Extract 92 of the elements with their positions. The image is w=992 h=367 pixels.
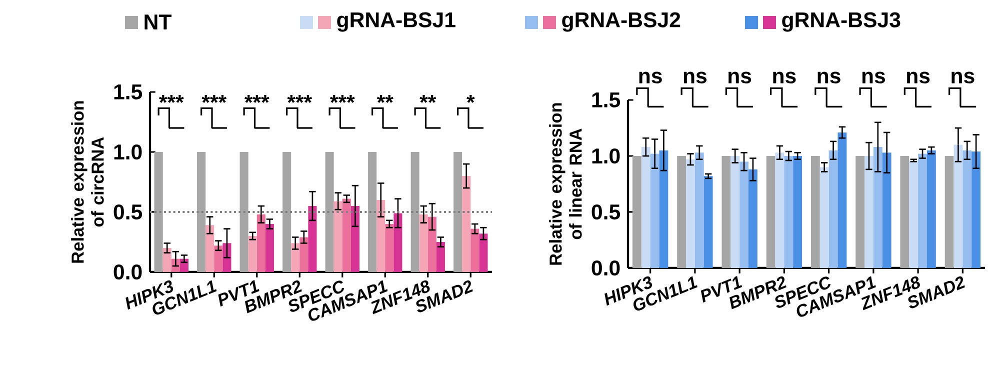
bar xyxy=(376,200,386,272)
text: ns xyxy=(728,72,752,84)
bar xyxy=(454,152,462,272)
bar xyxy=(740,162,748,268)
bar xyxy=(926,150,936,268)
annotation: *** xyxy=(158,94,184,103)
bar xyxy=(385,224,394,272)
y-tick-label: 0.5 xyxy=(592,204,620,220)
bar xyxy=(766,156,776,268)
bar xyxy=(394,213,402,272)
bar xyxy=(972,152,981,268)
bar xyxy=(659,150,668,268)
bar xyxy=(291,243,300,272)
bar xyxy=(325,152,334,272)
bar xyxy=(704,176,713,268)
bar xyxy=(214,246,223,272)
text: ns xyxy=(684,72,706,84)
bar xyxy=(820,167,829,268)
annotation: ** xyxy=(420,94,436,103)
bar xyxy=(793,156,802,268)
bar xyxy=(470,228,480,272)
bar xyxy=(256,214,266,272)
bar xyxy=(162,248,172,272)
bar xyxy=(775,152,784,268)
legend-label: gRNA-BSJ2 xyxy=(562,12,680,32)
bar xyxy=(632,156,642,268)
bar xyxy=(641,147,650,268)
legend-label: NT xyxy=(144,14,172,30)
bar xyxy=(962,150,972,268)
bar xyxy=(944,156,954,268)
annotation: *** xyxy=(330,94,355,103)
bar xyxy=(784,156,794,268)
text: ns xyxy=(862,72,885,84)
bar xyxy=(856,156,865,268)
bar xyxy=(222,243,232,272)
y-tick-label: 0.5 xyxy=(114,204,142,220)
annotation: *** xyxy=(244,94,270,103)
bar xyxy=(810,156,820,268)
bar xyxy=(873,147,882,268)
text: ns xyxy=(818,72,840,84)
text: ns xyxy=(639,72,662,84)
bar xyxy=(954,144,963,268)
bar xyxy=(909,160,918,268)
bar xyxy=(748,169,758,268)
text: ns xyxy=(907,72,930,84)
bar xyxy=(900,156,910,268)
bar xyxy=(240,152,248,272)
y-axis-title: Relative expression of circRNA xyxy=(71,101,104,263)
y-tick-label: 1.0 xyxy=(592,148,620,164)
annotation: * xyxy=(466,94,475,103)
bar xyxy=(428,216,436,272)
bar xyxy=(838,132,847,268)
bar xyxy=(479,234,488,272)
y-tick-label: 1.5 xyxy=(592,92,620,108)
annotation: *** xyxy=(202,94,227,103)
bar xyxy=(677,156,686,268)
bar xyxy=(722,156,731,268)
bar xyxy=(828,150,838,268)
y-tick-label: 0.0 xyxy=(114,264,142,280)
bar xyxy=(419,214,428,272)
y-tick-label: 0.0 xyxy=(592,260,620,276)
annotation: *** xyxy=(287,94,312,103)
bar xyxy=(300,237,308,272)
bar xyxy=(410,152,420,272)
bar xyxy=(730,156,740,268)
y-tick-label: 1.5 xyxy=(114,84,142,100)
bar xyxy=(206,225,214,272)
text: ns xyxy=(773,72,796,84)
bar xyxy=(650,154,660,268)
annotation: ** xyxy=(376,94,394,103)
bar xyxy=(882,152,892,268)
bar xyxy=(864,156,874,268)
y-tick-label: 1.0 xyxy=(114,144,142,160)
bar xyxy=(350,206,360,272)
bar xyxy=(462,176,471,272)
text: ns xyxy=(952,72,974,84)
bar xyxy=(154,152,163,272)
bar xyxy=(308,206,317,272)
bar xyxy=(436,242,445,272)
legend-label: gRNA-BSJ1 xyxy=(337,12,456,32)
bar xyxy=(282,152,292,272)
bar xyxy=(342,198,351,272)
bar xyxy=(334,201,342,272)
bar xyxy=(368,152,377,272)
bar xyxy=(197,152,206,272)
bar xyxy=(694,152,704,268)
bar xyxy=(686,159,695,268)
legend-label: gRNA-BSJ3 xyxy=(782,12,900,32)
bar xyxy=(248,236,257,272)
bar xyxy=(918,154,927,268)
bar xyxy=(265,224,274,272)
y-axis-title: Relative expression of linear RNA xyxy=(549,103,582,265)
